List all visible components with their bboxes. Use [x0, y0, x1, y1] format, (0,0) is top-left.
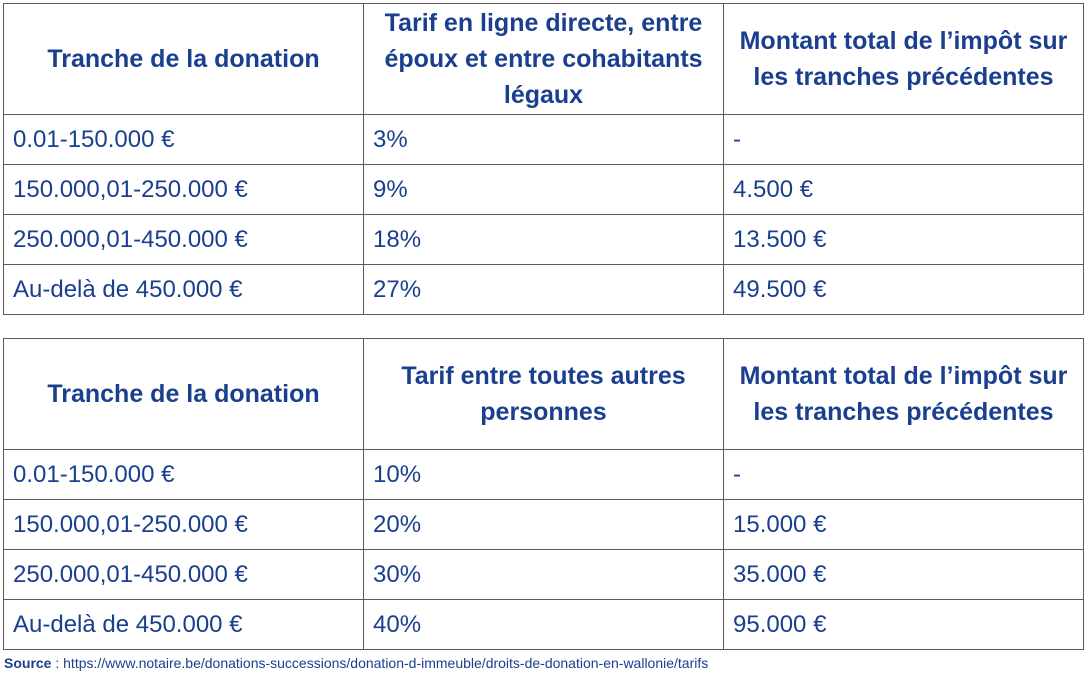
cell-montant: 4.500 €: [723, 164, 1084, 215]
table-row: 150.000,01-250.000 € 20% 15.000 €: [3, 499, 1084, 550]
source-note: Source : https://www.notaire.be/donation…: [4, 654, 708, 672]
cell-montant: -: [723, 449, 1084, 500]
cell-tarif: 20%: [363, 499, 724, 550]
header-tranche: Tranche de la donation: [3, 338, 364, 450]
cell-tranche: 0.01-150.000 €: [3, 114, 364, 165]
cell-tranche: Au-delà de 450.000 €: [3, 599, 364, 650]
cell-tarif: 9%: [363, 164, 724, 215]
cell-tranche: 250.000,01-450.000 €: [3, 214, 364, 265]
table-row: 250.000,01-450.000 € 18% 13.500 €: [3, 214, 1084, 265]
cell-montant: 13.500 €: [723, 214, 1084, 265]
table-row: 0.01-150.000 € 10% -: [3, 449, 1084, 500]
cell-montant: 49.500 €: [723, 264, 1084, 315]
header-tranche: Tranche de la donation: [3, 3, 364, 115]
table-header-row: Tranche de la donation Tarif entre toute…: [3, 338, 1084, 450]
cell-montant: 15.000 €: [723, 499, 1084, 550]
cell-tarif: 18%: [363, 214, 724, 265]
table-header-row: Tranche de la donation Tarif en ligne di…: [3, 3, 1084, 115]
header-tarif: Tarif en ligne directe, entre époux et e…: [363, 3, 724, 115]
table-row: 0.01-150.000 € 3% -: [3, 114, 1084, 165]
table-row: 250.000,01-450.000 € 30% 35.000 €: [3, 549, 1084, 600]
tax-rate-table-direct-line: Tranche de la donation Tarif en ligne di…: [3, 3, 1084, 315]
cell-tranche: 0.01-150.000 €: [3, 449, 364, 500]
cell-montant: -: [723, 114, 1084, 165]
cell-tarif: 10%: [363, 449, 724, 500]
header-montant-total: Montant total de l’impôt sur les tranche…: [723, 3, 1084, 115]
cell-tarif: 27%: [363, 264, 724, 315]
header-montant-total: Montant total de l’impôt sur les tranche…: [723, 338, 1084, 450]
source-label: Source: [4, 655, 52, 671]
table-row: Au-delà de 450.000 € 27% 49.500 €: [3, 264, 1084, 315]
cell-tarif: 3%: [363, 114, 724, 165]
table-row: 150.000,01-250.000 € 9% 4.500 €: [3, 164, 1084, 215]
cell-tranche: Au-delà de 450.000 €: [3, 264, 364, 315]
cell-tranche: 150.000,01-250.000 €: [3, 164, 364, 215]
cell-tranche: 250.000,01-450.000 €: [3, 549, 364, 600]
source-separator: :: [51, 655, 64, 671]
cell-montant: 35.000 €: [723, 549, 1084, 600]
cell-tarif: 40%: [363, 599, 724, 650]
source-url: https://www.notaire.be/donations-success…: [63, 655, 709, 671]
header-tarif: Tarif entre toutes autres personnes: [363, 338, 724, 450]
cell-montant: 95.000 €: [723, 599, 1084, 650]
cell-tarif: 30%: [363, 549, 724, 600]
table-row: Au-delà de 450.000 € 40% 95.000 €: [3, 599, 1084, 650]
tax-rate-table-other-persons: Tranche de la donation Tarif entre toute…: [3, 338, 1084, 650]
cell-tranche: 150.000,01-250.000 €: [3, 499, 364, 550]
